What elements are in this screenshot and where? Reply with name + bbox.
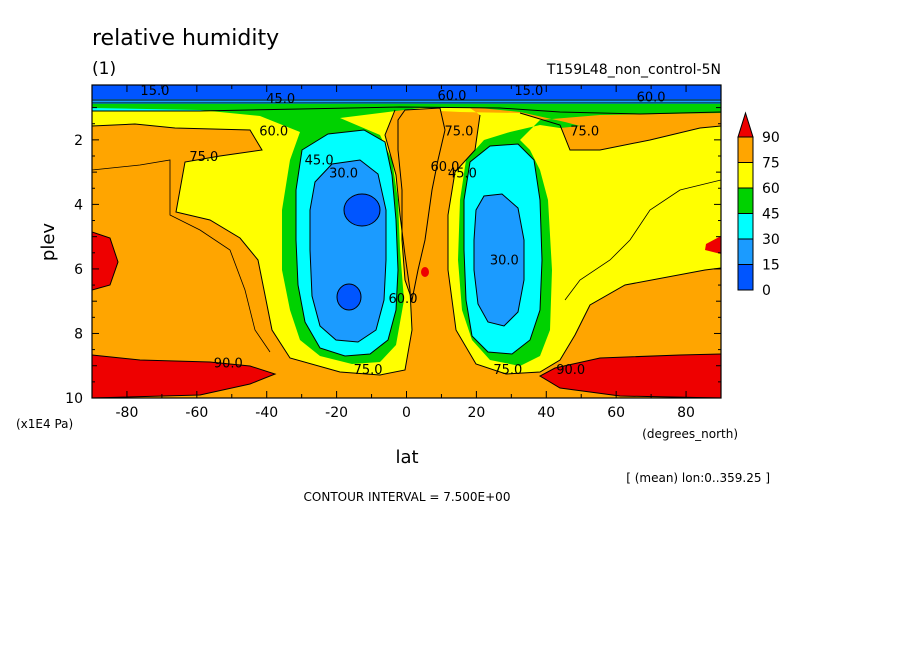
x-tick-label: 60 — [607, 405, 625, 421]
band-0-lower — [337, 284, 361, 310]
experiment-label: T159L48_non_control-5N — [546, 62, 721, 78]
y-tick-label: 6 — [74, 262, 83, 278]
band-60 — [92, 105, 721, 375]
band-90-sw — [92, 355, 275, 398]
x-tick-label: -40 — [255, 405, 278, 421]
band-90-e — [705, 236, 721, 254]
contour-label: 15.0 — [140, 84, 169, 99]
mean-note: [ (mean) lon:0..359.25 ] — [626, 471, 770, 485]
x-units-label: (degrees_north) — [642, 427, 738, 441]
contour-label: 30.0 — [329, 166, 358, 181]
contour-label: 60.0 — [430, 160, 459, 175]
x-tick-label: 0 — [402, 405, 411, 421]
contour-label: 75.0 — [570, 124, 599, 139]
y-axis: 2 4 6 8 10 — [65, 107, 721, 407]
y-axis-label: plev — [38, 223, 59, 262]
contour-label: 60.0 — [637, 91, 666, 106]
x-tick-label: -80 — [116, 405, 139, 421]
x-axis: -80 -60 -40 -20 0 20 40 60 80 — [91, 85, 722, 421]
contour-label: 45.0 — [266, 92, 295, 107]
colorbar-segment — [737, 264, 754, 291]
colorbar-tick-label: 75 — [762, 156, 780, 172]
x-tick-label: 80 — [677, 405, 695, 421]
contour-label: 30.0 — [490, 253, 519, 268]
colorbar-tick-label: 30 — [762, 232, 780, 248]
contour-lines — [92, 99, 721, 398]
colorbar-segment — [737, 213, 754, 240]
band-top-15 — [92, 99, 721, 104]
colorbar-tick-label: 45 — [762, 207, 780, 223]
x-tick-label: -20 — [325, 405, 348, 421]
y-tick-label: 4 — [74, 197, 83, 213]
contour-label: 60.0 — [389, 292, 418, 307]
y-tick-label: 2 — [74, 133, 83, 149]
x-tick-label: 40 — [537, 405, 555, 421]
colorbar-segment — [737, 136, 754, 163]
colorbar-segment — [737, 187, 754, 214]
band-top-0 — [92, 85, 721, 101]
y-tick-label: 10 — [65, 391, 83, 407]
contour-label: 60.0 — [259, 124, 288, 139]
band-15-right — [474, 194, 524, 326]
band-15-left — [310, 160, 386, 342]
contour-label: 45.0 — [448, 166, 477, 181]
contour-labels: 15.0 15.045.0 60.0 60.060.075.075.0 75.060.0… — [140, 84, 666, 378]
y-units-label: (x1E4 Pa) — [16, 417, 73, 431]
colorbar-tick-label: 60 — [762, 181, 780, 197]
x-tick-label: 20 — [467, 405, 485, 421]
band-90-spot — [421, 267, 429, 277]
colorbar-tick-label: 90 — [762, 130, 780, 146]
x-axis-label: lat — [395, 447, 418, 468]
contour-label: 75.0 — [493, 363, 522, 378]
chart-title: relative humidity — [92, 26, 279, 51]
contour-interval-note: CONTOUR INTERVAL = 7.500E+00 — [304, 490, 511, 504]
colorbar-extend-arrow — [737, 111, 754, 138]
x-tick-label: -60 — [185, 405, 208, 421]
contour-label: 15.0 — [514, 84, 543, 99]
colorbar-tick-label: 0 — [762, 283, 771, 299]
band-90-se — [540, 354, 721, 398]
colorbar-segment — [737, 162, 754, 189]
contour-label: 45.0 — [305, 153, 334, 168]
y-tick-label: 8 — [74, 326, 83, 342]
colorbar: 0 15 30 45 60 75 90 — [737, 111, 780, 299]
contour-label: 60.0 — [437, 89, 466, 104]
chart-subtitle: (1) — [92, 59, 116, 79]
contour-label: 90.0 — [556, 363, 585, 378]
contour-label: 75.0 — [444, 124, 473, 139]
contour-field — [92, 85, 721, 398]
contour-label: 90.0 — [214, 357, 243, 372]
band-75-equator — [398, 108, 445, 300]
band-90-w — [92, 232, 118, 290]
colorbar-segment — [737, 238, 754, 265]
band-0-upper — [344, 194, 380, 226]
contour-label: 75.0 — [354, 363, 383, 378]
contour-label: 75.0 — [189, 150, 218, 165]
colorbar-tick-label: 15 — [762, 258, 780, 274]
